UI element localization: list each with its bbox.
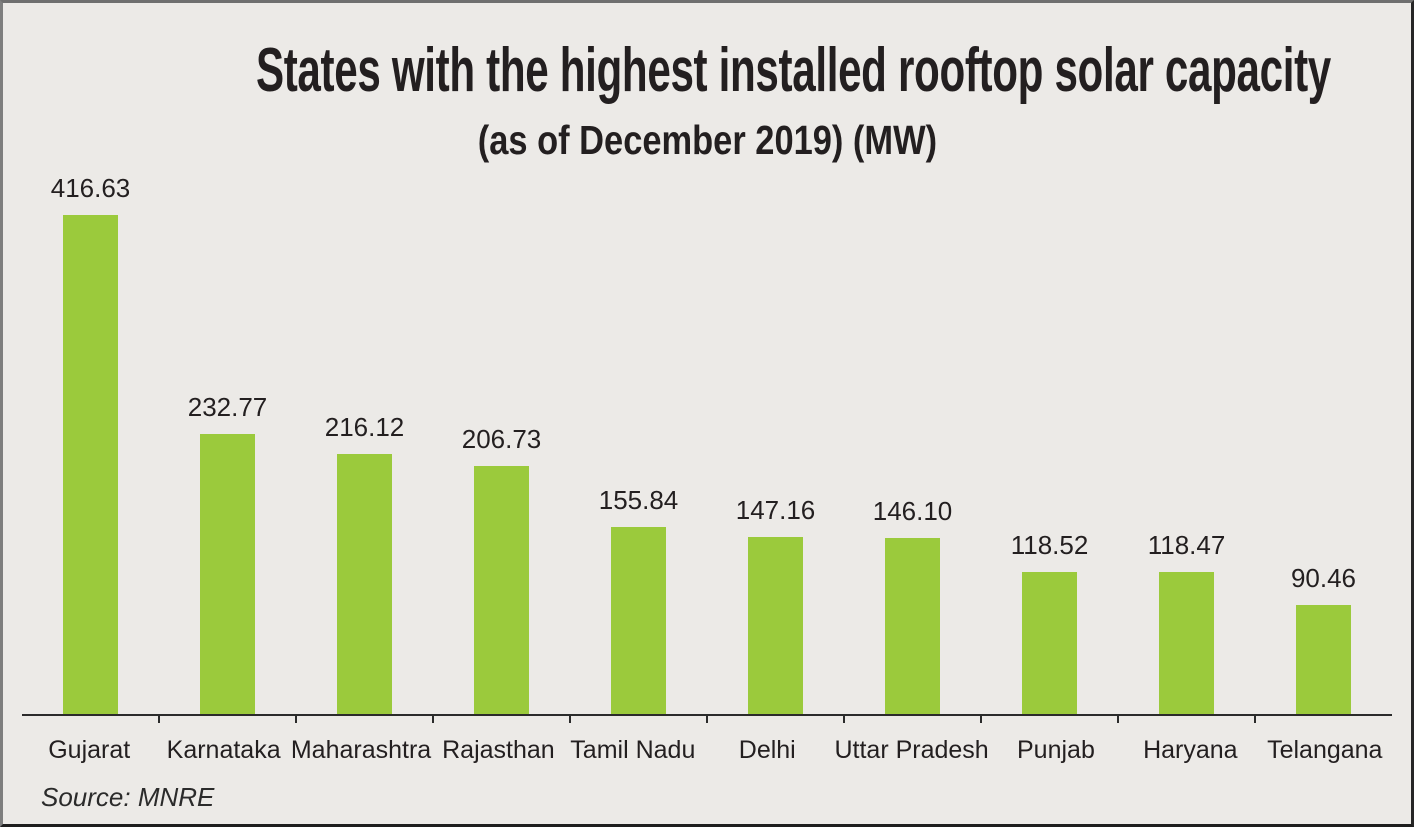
axis-tick	[980, 714, 982, 723]
source-note: Source: MNRE	[41, 782, 215, 812]
bar	[1022, 571, 1077, 714]
axis-tick	[432, 714, 434, 723]
category-label: Delhi	[738, 736, 796, 764]
bar-column: 147.16	[707, 173, 844, 714]
category-label: Telangana	[1267, 736, 1383, 764]
category-label: Punjab	[1017, 736, 1095, 764]
category-label: Gujarat	[48, 736, 131, 764]
chart-title-text: States with the highest installed roofto…	[255, 36, 1331, 105]
bar-column: 232.77	[159, 173, 296, 714]
bar-column: 216.12	[296, 173, 433, 714]
category-label: Maharashtra	[290, 736, 432, 764]
chart-subtitle-text: (as of December 2019) (MW)	[477, 117, 937, 163]
axis-tick	[1254, 714, 1256, 723]
bar	[611, 526, 666, 714]
axis-tick	[295, 714, 297, 723]
bar-value-label: 90.46	[1290, 563, 1357, 594]
bar-value-label: 206.73	[461, 423, 542, 454]
axis-tick	[158, 714, 160, 723]
plot-area: 416.63 232.77 216.12 206.73 155.84 147.16 146.…	[22, 173, 1392, 723]
category-label: Karnataka	[166, 736, 281, 764]
bar	[885, 538, 940, 714]
bar-value-label: 416.63	[50, 173, 131, 203]
bar-value-label: 118.47	[1147, 529, 1226, 560]
bar-column: 118.47	[1118, 173, 1255, 714]
category-label: Haryana	[1143, 736, 1238, 764]
bar-column: 146.10	[844, 173, 981, 714]
bar-value-label: 216.12	[324, 412, 405, 443]
bar-value-label: 146.10	[872, 496, 953, 527]
bar	[337, 454, 392, 714]
bar-value-label: 232.77	[187, 392, 268, 423]
bar	[63, 215, 118, 714]
bar-column: 155.84	[570, 173, 707, 714]
bar-column: 206.73	[433, 173, 570, 714]
bar	[1159, 571, 1214, 714]
category-label: Tamil Nadu	[570, 736, 696, 764]
bar-value-label: 118.52	[1010, 529, 1089, 560]
axis-tick	[569, 714, 571, 723]
bar-column: 90.46	[1255, 173, 1392, 714]
chart-subtitle: (as of December 2019) (MW)	[3, 117, 1411, 173]
axis-tick	[1117, 714, 1119, 723]
bars-container: 416.63 232.77 216.12 206.73 155.84 147.16 146.…	[22, 173, 1392, 714]
bar-column: 416.63	[22, 173, 159, 714]
axis-tick	[706, 714, 708, 723]
bar	[1296, 605, 1351, 714]
category-label: Uttar Pradesh	[834, 736, 989, 764]
x-axis-labels: Gujarat Karnataka Maharashtra Rajasthan Tami…	[22, 716, 1392, 765]
bar-value-label: 155.84	[598, 484, 679, 515]
bar-value-label: 147.16	[735, 495, 816, 526]
bar	[748, 537, 803, 714]
chart-title: States with the highest installed roofto…	[3, 36, 1411, 117]
category-label: Rajasthan	[442, 736, 555, 764]
bar	[474, 465, 529, 714]
bar	[200, 434, 255, 714]
bar-column: 118.52	[981, 173, 1118, 714]
axis-tick	[843, 714, 845, 723]
